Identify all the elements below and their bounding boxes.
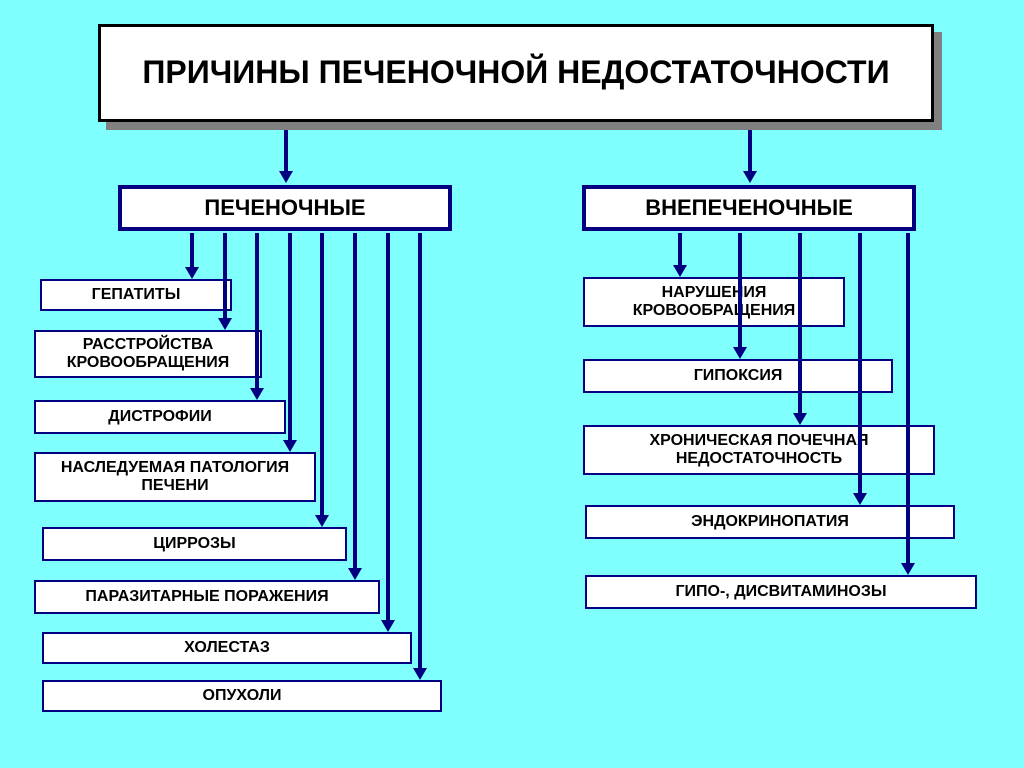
item-label: ГЕПАТИТЫ [92, 286, 181, 304]
item-label: ХРОНИЧЕСКАЯ ПОЧЕЧНАЯ НЕДОСТАТОЧНОСТЬ [591, 432, 927, 467]
category-label: ВНЕПЕЧЕНОЧНЫЕ [645, 196, 853, 220]
item-box: ХРОНИЧЕСКАЯ ПОЧЕЧНАЯ НЕДОСТАТОЧНОСТЬ [583, 425, 935, 475]
item-label: ЭНДОКРИНОПАТИЯ [691, 513, 849, 531]
item-box: ГИПО-, ДИСВИТАМИНОЗЫ [585, 575, 977, 609]
category-label: ПЕЧЕНОЧНЫЕ [204, 196, 365, 220]
item-label: ГИПОКСИЯ [694, 367, 783, 385]
item-label: НАСЛЕДУЕМАЯ ПАТОЛОГИЯ ПЕЧЕНИ [42, 459, 308, 494]
item-box: ГИПОКСИЯ [583, 359, 893, 393]
category-extrahepatic: ВНЕПЕЧЕНОЧНЫЕ [582, 185, 916, 231]
item-box: ПАРАЗИТАРНЫЕ ПОРАЖЕНИЯ [34, 580, 380, 614]
item-box: ХОЛЕСТАЗ [42, 632, 412, 664]
item-box: ЭНДОКРИНОПАТИЯ [585, 505, 955, 539]
item-box: ДИСТРОФИИ [34, 400, 286, 434]
item-label: ПАРАЗИТАРНЫЕ ПОРАЖЕНИЯ [85, 588, 328, 606]
item-box: ОПУХОЛИ [42, 680, 442, 712]
item-label: ДИСТРОФИИ [108, 408, 211, 426]
title-text: ПРИЧИНЫ ПЕЧЕНОЧНОЙ НЕДОСТАТОЧНОСТИ [142, 55, 889, 90]
item-box: ЦИРРОЗЫ [42, 527, 347, 561]
item-label: ГИПО-, ДИСВИТАМИНОЗЫ [675, 583, 886, 601]
item-box: НАСЛЕДУЕМАЯ ПАТОЛОГИЯ ПЕЧЕНИ [34, 452, 316, 502]
item-label: НАРУШЕНИЯ КРОВООБРАЩЕНИЯ [591, 284, 837, 319]
item-label: ХОЛЕСТАЗ [184, 639, 270, 657]
item-box: НАРУШЕНИЯ КРОВООБРАЩЕНИЯ [583, 277, 845, 327]
category-hepatic: ПЕЧЕНОЧНЫЕ [118, 185, 452, 231]
item-label: РАССТРОЙСТВА КРОВООБРАЩЕНИЯ [42, 336, 254, 371]
item-label: ЦИРРОЗЫ [153, 535, 235, 553]
item-label: ОПУХОЛИ [203, 687, 282, 705]
title-box: ПРИЧИНЫ ПЕЧЕНОЧНОЙ НЕДОСТАТОЧНОСТИ [98, 24, 934, 122]
item-box: РАССТРОЙСТВА КРОВООБРАЩЕНИЯ [34, 330, 262, 378]
item-box: ГЕПАТИТЫ [40, 279, 232, 311]
